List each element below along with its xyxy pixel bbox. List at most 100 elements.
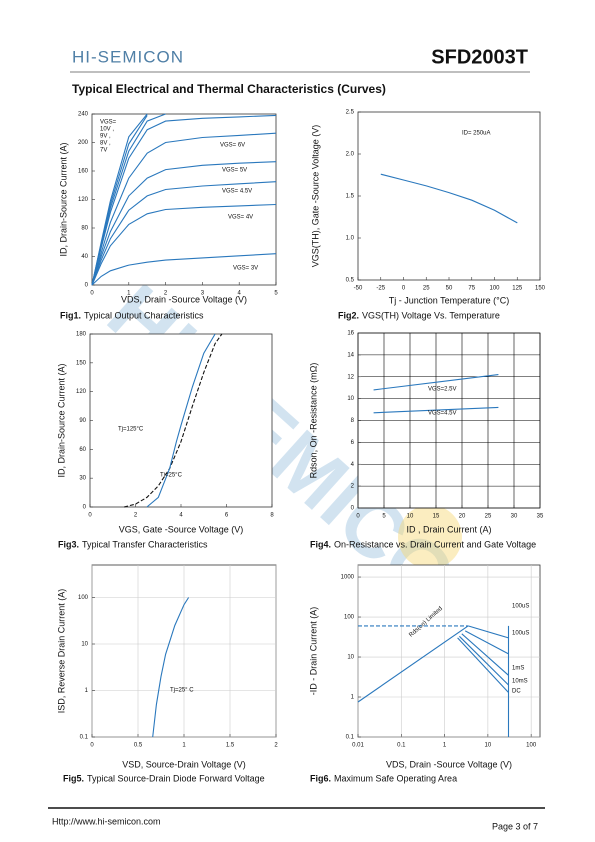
y-tick-label: 30: [79, 476, 86, 482]
y-tick-label: 10: [347, 396, 354, 402]
y-tick-label: 240: [78, 112, 89, 118]
curve-label: 100uS: [512, 631, 529, 637]
y-tick-label: 0: [351, 506, 355, 512]
y-axis-label: -ID - Drain Current (A): [308, 607, 318, 696]
y-tick-label: 2.5: [346, 110, 355, 116]
y-axis-label: VGS(TH), Gate -Source Voltage (V): [310, 125, 320, 268]
y-tick-label: 10: [81, 642, 88, 648]
x-tick-label: 25: [423, 286, 430, 292]
y-tick-label: 4: [351, 462, 355, 468]
y-tick-label: 100: [344, 615, 355, 621]
series-line: [373, 374, 499, 391]
series-line: [91, 132, 277, 286]
x-tick-label: 100: [526, 743, 537, 749]
curve-label: VGS= 5V: [222, 168, 247, 174]
x-tick-label: 3: [201, 291, 205, 297]
part-number: SFD2003T: [431, 46, 528, 68]
logo: HI-SEMICON: [72, 47, 184, 66]
x-axis-label: VDS, Drain -Source Voltage (V): [121, 294, 247, 304]
x-tick-label: 25: [485, 514, 492, 520]
y-tick-label: 0: [85, 283, 89, 289]
annotation: VGS=: [100, 120, 117, 126]
x-tick-label: 0: [402, 286, 406, 292]
figure-caption: Typical Output Characteristics: [84, 310, 204, 320]
series-line: [91, 113, 148, 286]
series-line: [464, 630, 509, 655]
figure-caption: Typical Transfer Characteristics: [82, 539, 208, 549]
curve-label: VGS=2.5V: [428, 387, 457, 393]
plot-frame: [357, 111, 541, 281]
plot-frame: [357, 564, 541, 738]
x-tick-label: 10: [407, 514, 414, 520]
series-line: [357, 625, 469, 703]
curve-label: VGS= 4.5V: [222, 189, 252, 195]
series-line: [152, 597, 190, 738]
x-axis-label: VGS, Gate -Source Voltage (V): [119, 524, 244, 534]
figure-label: Fig6.: [310, 773, 331, 783]
y-tick-label: 1: [351, 695, 355, 701]
x-tick-label: 0: [90, 291, 94, 297]
x-tick-label: 2: [134, 513, 138, 519]
x-tick-label: -50: [354, 286, 363, 292]
y-tick-label: 1: [85, 688, 89, 694]
y-axis-label: Rdson, On -Resistance (mΩ): [308, 363, 318, 479]
y-tick-label: 1000: [341, 575, 355, 581]
y-tick-label: 90: [79, 418, 86, 424]
figure-label: Fig4.: [310, 539, 331, 549]
series-line: [91, 253, 277, 286]
y-tick-label: 8: [351, 418, 355, 424]
x-axis-label: VSD, Source-Drain Voltage (V): [122, 759, 246, 769]
x-axis-label: VDS, Drain -Source Voltage (V): [386, 759, 512, 769]
series-line: [146, 333, 216, 508]
x-tick-label: -25: [376, 286, 385, 292]
section-title: Typical Electrical and Thermal Character…: [72, 82, 386, 96]
y-tick-label: 180: [76, 332, 87, 338]
x-tick-label: 10: [485, 743, 492, 749]
series-line: [91, 203, 277, 286]
curve-label: VGS= 6V: [220, 143, 245, 149]
annotation: 10V ,: [100, 127, 114, 133]
figure-caption: Typical Source-Drain Diode Forward Volta…: [87, 773, 265, 783]
x-tick-label: 0: [90, 743, 94, 749]
curve-label: Tj=25°C: [160, 473, 183, 479]
annotation: ID= 250uA: [462, 131, 491, 137]
curve-label: 10mS: [512, 679, 528, 685]
series-line: [373, 406, 499, 414]
y-tick-label: 200: [78, 140, 89, 146]
curve-label: VGS= 3V: [233, 266, 258, 272]
y-tick-label: 16: [347, 331, 354, 337]
curve-label: VGS= 4V: [228, 215, 253, 221]
y-tick-label: 120: [76, 389, 87, 395]
y-tick-label: 160: [78, 169, 89, 175]
y-tick-label: 0.1: [80, 735, 89, 741]
x-tick-label: 2: [164, 291, 168, 297]
y-tick-label: 0: [83, 505, 87, 511]
series-line: [457, 637, 509, 693]
x-tick-label: 1: [182, 743, 186, 749]
y-tick-label: 120: [78, 197, 89, 203]
series-line: [380, 173, 518, 224]
y-tick-label: 14: [347, 352, 354, 358]
curve-label: 100uS: [512, 604, 529, 610]
x-tick-label: 15: [433, 514, 440, 520]
y-axis-label: ID, Drain-Source Current (A): [58, 142, 68, 256]
y-tick-label: 1.5: [346, 194, 355, 200]
annotation: Tj=25° C: [170, 688, 194, 694]
highlight: [398, 505, 462, 569]
y-tick-label: 40: [81, 254, 88, 260]
y-tick-label: 100: [78, 595, 89, 601]
plot-frame: [89, 333, 273, 508]
curve-label: DC: [512, 689, 521, 695]
series-line: [91, 114, 277, 286]
curve-label: 1mS: [512, 666, 524, 672]
x-tick-label: 2: [274, 743, 278, 749]
x-tick-label: 20: [459, 514, 466, 520]
y-tick-label: 80: [81, 226, 88, 232]
x-tick-label: 50: [446, 286, 453, 292]
x-tick-label: 125: [512, 286, 523, 292]
curve-label: VGS=4.5V: [428, 411, 457, 417]
x-axis-label: ID , Drain Current (A): [406, 524, 491, 534]
x-tick-label: 4: [179, 513, 183, 519]
annotation: 8V ,: [100, 141, 111, 147]
annotation: 9V ,: [100, 134, 111, 140]
